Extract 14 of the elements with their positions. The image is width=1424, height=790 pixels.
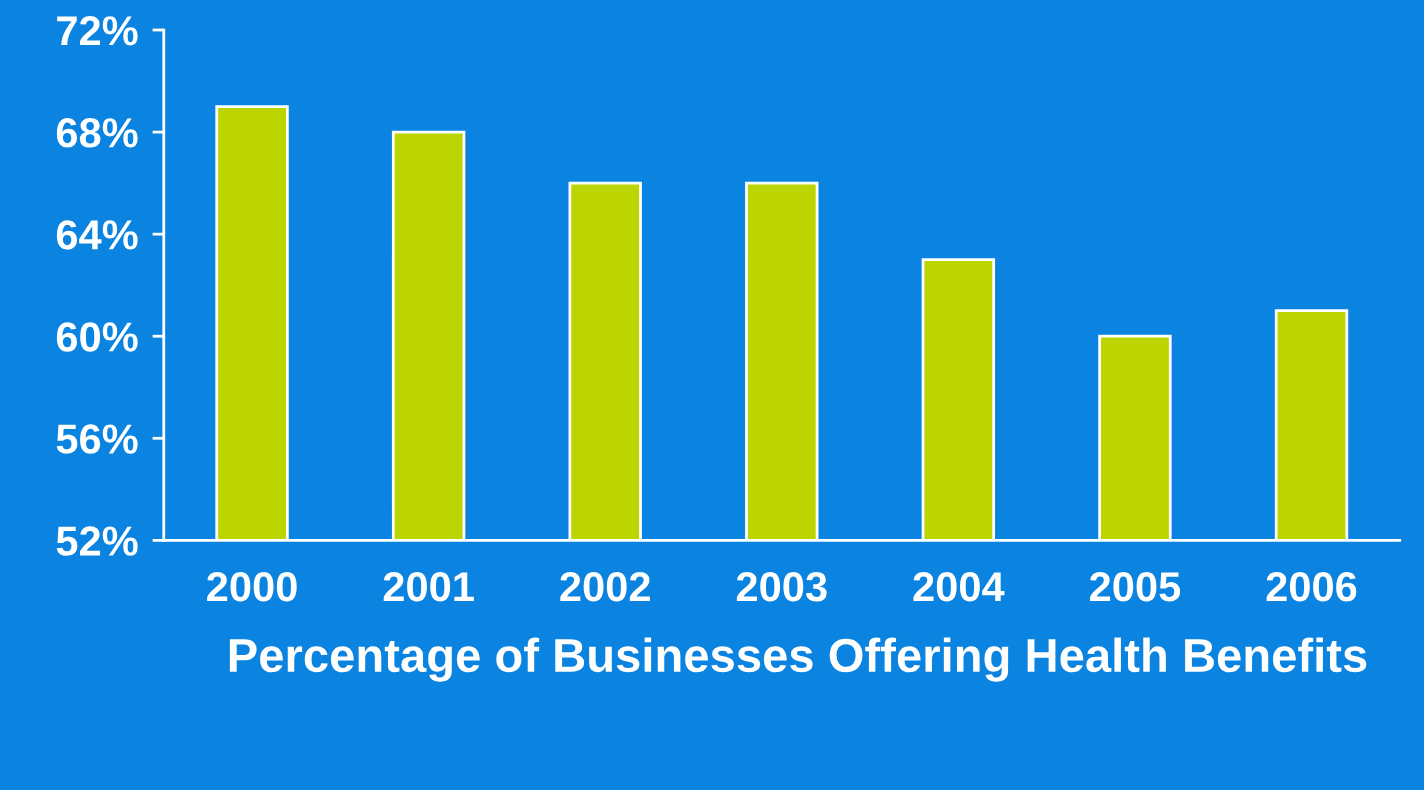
text: Percentage of Businesses Offering Health Benefits	[229, 637, 1367, 682]
y-tick-label: 56%	[56, 424, 138, 454]
y-tick-label: 52%	[56, 526, 138, 556]
y-tick-label: 60%	[56, 322, 138, 352]
y-tick-label: 68%	[56, 118, 138, 148]
x-tick-label: 2003	[736, 572, 827, 602]
x-tick-label: 2000	[207, 572, 297, 602]
x-tick-label: 2006	[1266, 572, 1357, 602]
x-tick-label: 2002	[560, 572, 650, 602]
x-tick-label: 2005	[1090, 572, 1181, 602]
y-tick-label: 64%	[56, 220, 138, 250]
x-tick-label: 2004	[913, 572, 1005, 602]
x-tick-label: 2001	[383, 572, 474, 602]
y-tick-label: 72%	[57, 16, 138, 46]
